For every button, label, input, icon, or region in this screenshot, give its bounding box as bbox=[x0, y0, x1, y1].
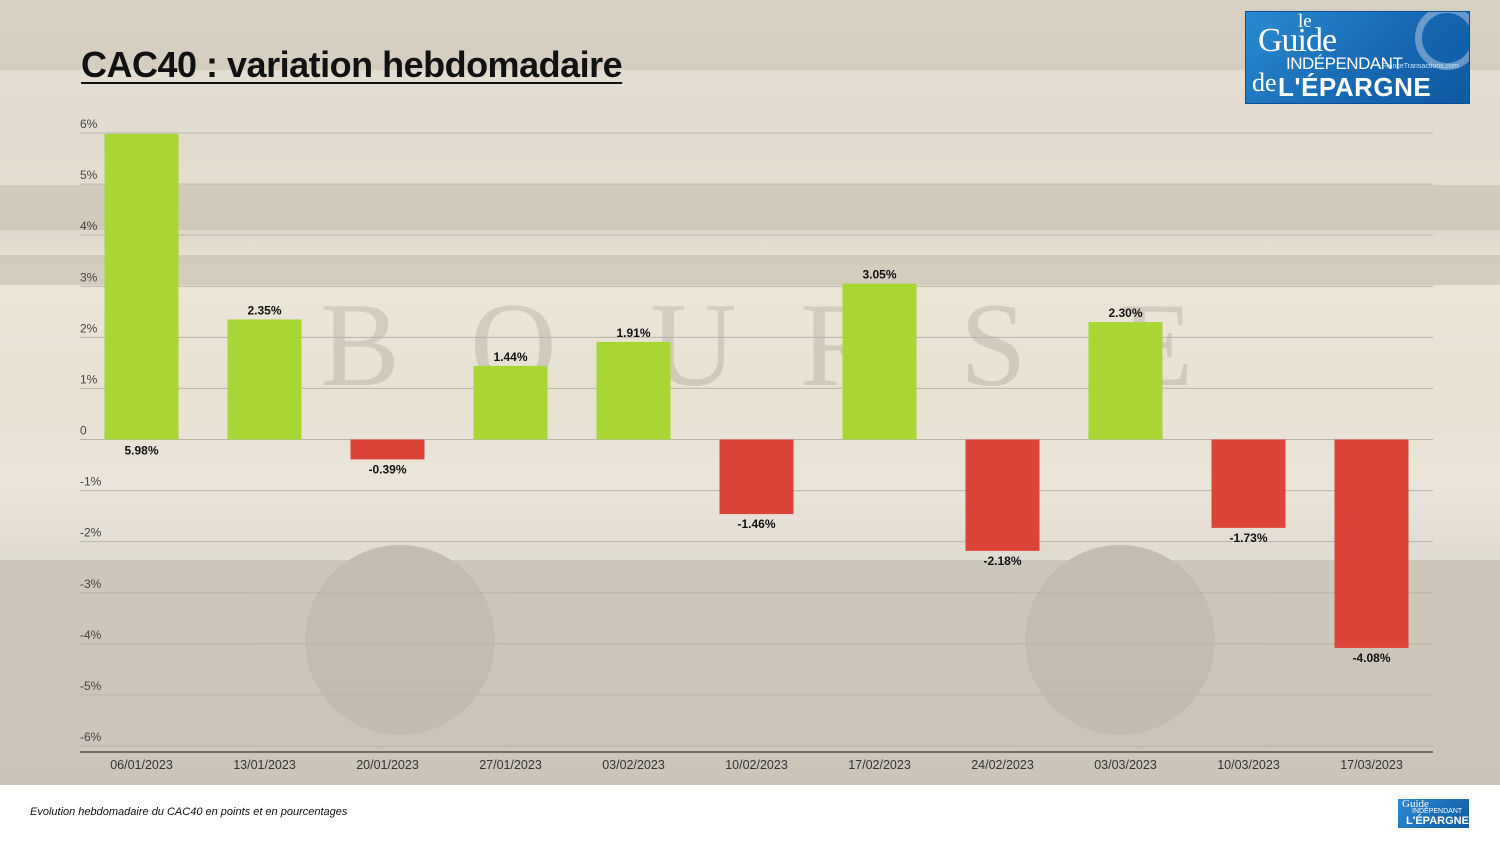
y-tick-label: -6% bbox=[80, 730, 102, 744]
bar-negative bbox=[719, 439, 794, 515]
data-label: 1.91% bbox=[616, 326, 650, 340]
y-tick-label: -2% bbox=[80, 526, 102, 540]
x-tick-label: 03/03/2023 bbox=[1094, 758, 1157, 772]
y-tick-label: -5% bbox=[80, 679, 102, 693]
data-label: 1.44% bbox=[493, 350, 527, 364]
y-tick-label: -1% bbox=[80, 475, 102, 489]
y-tick-label: 0 bbox=[80, 424, 87, 438]
data-label: -4.08% bbox=[1352, 651, 1390, 665]
x-tick-label: 24/02/2023 bbox=[971, 758, 1034, 772]
bar-positive bbox=[842, 283, 917, 440]
x-tick-label: 20/01/2023 bbox=[356, 758, 419, 772]
bar-negative bbox=[965, 439, 1040, 551]
bar-positive bbox=[596, 341, 671, 440]
x-tick-label: 17/02/2023 bbox=[848, 758, 911, 772]
y-tick-label: 2% bbox=[80, 321, 98, 335]
bar-negative bbox=[1334, 439, 1409, 648]
x-tick-label: 10/02/2023 bbox=[725, 758, 788, 772]
bar-positive bbox=[104, 134, 179, 440]
y-tick-label: 3% bbox=[80, 270, 98, 284]
bar-negative bbox=[350, 439, 425, 460]
x-tick-label: 03/02/2023 bbox=[602, 758, 665, 772]
chart-caption: Evolution hebdomadaire du CAC40 en point… bbox=[30, 806, 348, 818]
x-tick-label: 27/01/2023 bbox=[479, 758, 542, 772]
data-label: 2.30% bbox=[1108, 306, 1142, 320]
x-tick-label: 10/03/2023 bbox=[1217, 758, 1280, 772]
bar-negative bbox=[1211, 439, 1286, 528]
chart-background: B O U R S E CAC40 : variation hebdomadai… bbox=[0, 0, 1500, 785]
guide-epargne-logo: le Guide INDÉPENDANT de L'ÉPARGNE France… bbox=[1245, 11, 1470, 104]
y-tick-label: -3% bbox=[80, 577, 102, 591]
chart-title: CAC40 : variation hebdomadaire bbox=[81, 44, 623, 85]
y-tick-label: 6% bbox=[80, 117, 98, 131]
data-label: -2.18% bbox=[983, 554, 1021, 568]
data-label: 5.98% bbox=[124, 444, 158, 458]
y-tick-label: -4% bbox=[80, 628, 102, 642]
x-tick-label: 13/01/2023 bbox=[233, 758, 296, 772]
x-tick-label: 17/03/2023 bbox=[1340, 758, 1403, 772]
data-label: 2.35% bbox=[247, 303, 281, 317]
guide-epargne-logo-small: Guide INDÉPENDANT L'ÉPARGNE bbox=[1398, 799, 1469, 828]
data-label: -1.73% bbox=[1229, 531, 1267, 545]
data-label: 3.05% bbox=[862, 268, 896, 282]
y-tick-label: 4% bbox=[80, 219, 98, 233]
data-label: -0.39% bbox=[368, 462, 406, 476]
bar-positive bbox=[1088, 322, 1163, 440]
x-tick-label: 06/01/2023 bbox=[110, 758, 173, 772]
bar-positive bbox=[473, 365, 548, 440]
data-label: -1.46% bbox=[737, 517, 775, 531]
y-tick-label: 5% bbox=[80, 168, 98, 182]
y-tick-label: 1% bbox=[80, 372, 98, 386]
bar-chart: 6% 5% 4% 3% 2% 1% 0 -1% -2% -3% -4% -5% -6% 5.98% 2.3… bbox=[80, 117, 1433, 772]
bar-positive bbox=[227, 319, 302, 440]
